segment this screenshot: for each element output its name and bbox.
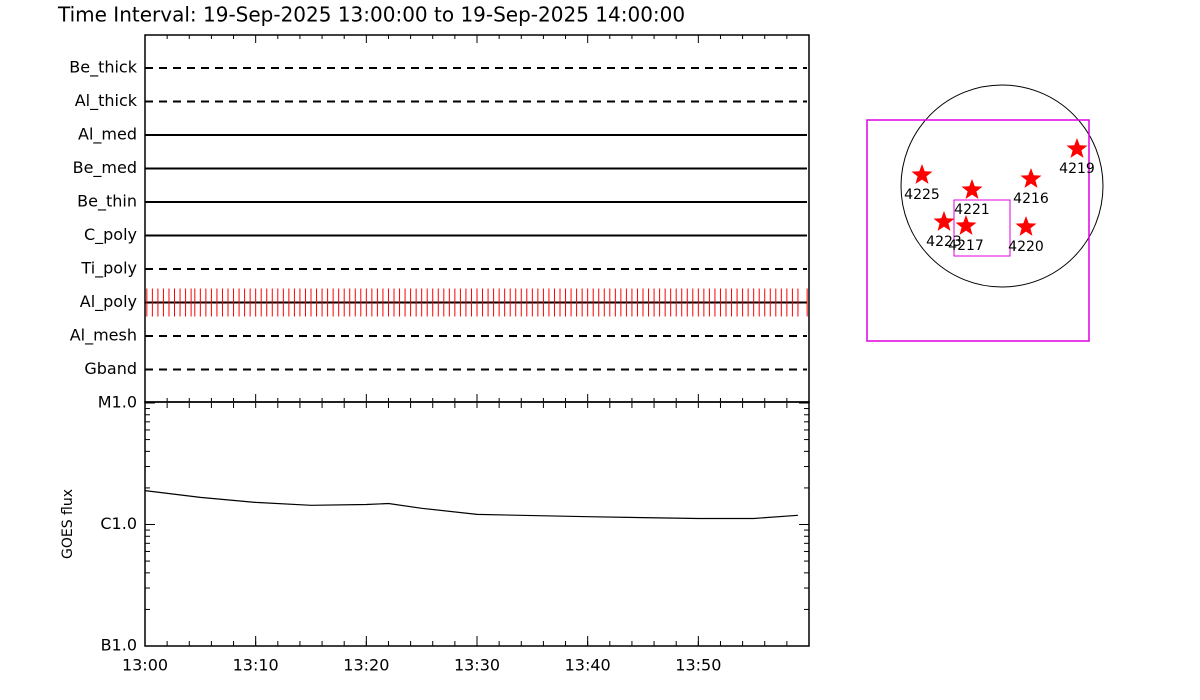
x-tick-label: 13:10 xyxy=(233,656,279,675)
filter-label: C_poly xyxy=(84,225,137,245)
solar-disk xyxy=(900,84,1104,288)
field-of-view xyxy=(866,119,1090,342)
filter-label: Ti_poly xyxy=(80,259,137,279)
filter-label: Gband xyxy=(84,359,137,378)
region-marker xyxy=(1015,216,1037,236)
filter-label: Al_med xyxy=(78,125,137,145)
x-tick-label: 13:20 xyxy=(343,656,389,675)
region-label: 4219 xyxy=(1059,161,1095,177)
filter-label: Be_thin xyxy=(77,192,137,212)
region-marker xyxy=(1066,138,1088,158)
filter-panel-frame xyxy=(144,34,810,403)
region-marker xyxy=(955,215,977,235)
y-tick-label: M1.0 xyxy=(98,393,137,412)
filter-label: Be_med xyxy=(73,158,137,178)
chart-title: Time Interval: 19-Sep-2025 13:00:00 to 1… xyxy=(57,3,685,27)
region-marker xyxy=(911,164,933,184)
x-tick-label: 13:40 xyxy=(565,656,611,675)
region-marker xyxy=(933,211,955,231)
filter-label: Be_thick xyxy=(69,58,137,78)
region-label: 4225 xyxy=(904,187,940,203)
y-axis-label: GOES flux xyxy=(60,489,76,559)
x-tick-label: 13:50 xyxy=(675,656,721,675)
x-tick-label: 13:30 xyxy=(454,656,500,675)
region-label: 4223 xyxy=(926,234,962,250)
filter-label: Al_poly xyxy=(80,292,137,312)
y-tick-label: B1.0 xyxy=(101,636,137,655)
region-label: 4221 xyxy=(954,202,990,218)
region-label: 4216 xyxy=(1013,191,1049,207)
x-tick-label: 13:00 xyxy=(122,656,168,675)
region-label: 4220 xyxy=(1008,239,1044,255)
goes-line xyxy=(144,490,798,520)
y-tick-label: C1.0 xyxy=(100,514,137,533)
filter-label: Al_mesh xyxy=(70,326,137,346)
region-marker xyxy=(961,179,983,199)
inner-field-of-view xyxy=(953,199,1011,257)
region-label: 4217 xyxy=(948,238,984,254)
region-marker xyxy=(1020,168,1042,188)
goes-panel-frame xyxy=(144,401,810,647)
filter-label: Al_thick xyxy=(75,91,138,111)
